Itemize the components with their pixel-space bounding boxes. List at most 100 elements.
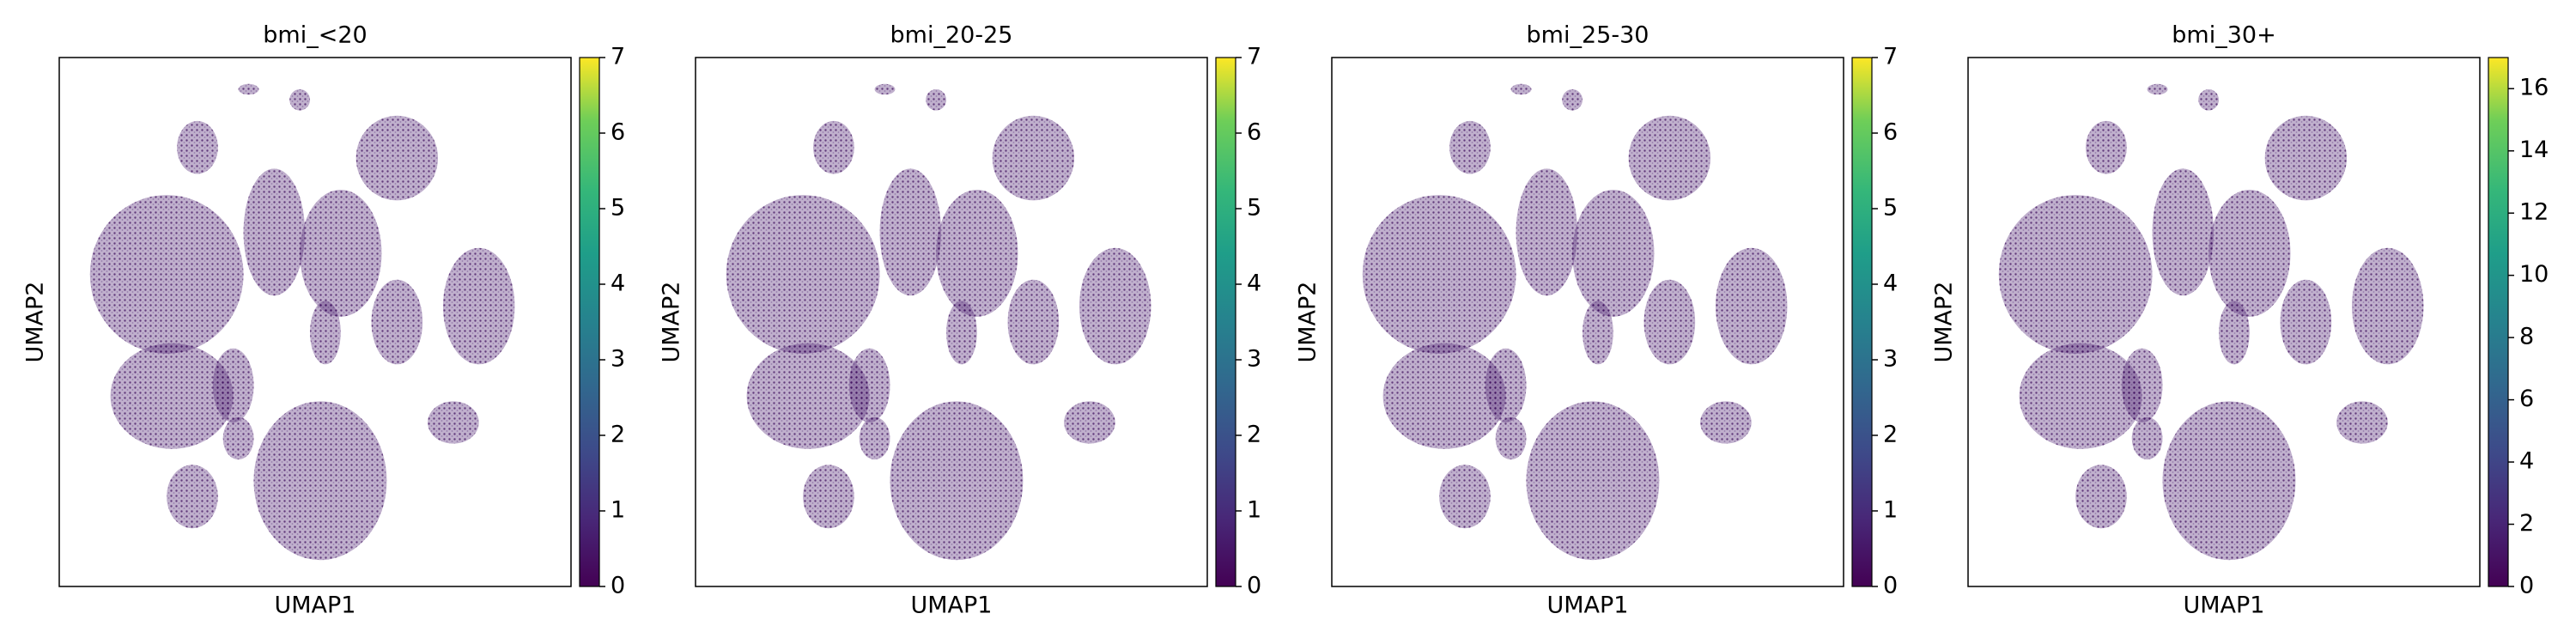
cell-cluster: [2208, 190, 2291, 317]
plot-frame: [58, 57, 572, 587]
colorbar-tick-label: 4: [611, 270, 625, 297]
cell-cluster: [803, 465, 854, 529]
cell-cluster: [1007, 279, 1060, 365]
colorbar-tick-label: 0: [611, 573, 625, 599]
colorbar-tick-label: 6: [611, 119, 625, 146]
colorbar-tick-label: 7: [1247, 44, 1261, 70]
cell-cluster: [2131, 416, 2163, 460]
cell-cluster: [2219, 301, 2250, 365]
colorbar-tick-label: 1: [1247, 497, 1261, 524]
panel: bmi_30+ UMAP1 UMAP2 0 2 4 6 8 10 12 14 16: [1931, 22, 2549, 619]
cell-cluster: [1079, 247, 1151, 365]
plot-frame: [1331, 57, 1844, 587]
cell-cluster: [177, 120, 218, 174]
colorbar-tick-label: 10: [2519, 261, 2549, 288]
colorbar-tick-label: 2: [1247, 422, 1261, 448]
cell-cluster: [167, 465, 218, 529]
colorbar-tick-label: 7: [1883, 44, 1898, 70]
colorbar-tick-label: 1: [1883, 497, 1898, 524]
cell-cluster: [2198, 88, 2220, 111]
colorbar-tick-label: 2: [1883, 422, 1898, 448]
cell-cluster: [726, 195, 880, 354]
colorbar-tick-label: 3: [611, 346, 625, 373]
colorbar-tick-label: 7: [611, 44, 625, 70]
cell-cluster: [222, 416, 254, 460]
cell-cluster: [874, 83, 896, 95]
cell-cluster: [2147, 83, 2168, 95]
y-axis-label: UMAP2: [22, 282, 49, 363]
cell-cluster: [1382, 343, 1506, 449]
cell-cluster: [355, 115, 439, 201]
colorbar-tick-label: 3: [1883, 346, 1898, 373]
colorbar-tick-label: 0: [2519, 573, 2534, 599]
panel-title: bmi_25-30: [1527, 22, 1649, 49]
colorbar-tick-label: 6: [2519, 386, 2534, 412]
y-axis-label: UMAP2: [1295, 282, 1321, 363]
cell-cluster: [2121, 348, 2163, 423]
cell-cluster: [428, 401, 479, 444]
cell-cluster: [1362, 195, 1516, 354]
panel-title: bmi_30+: [2172, 22, 2275, 49]
colorbar-tick-label: 5: [1247, 195, 1261, 222]
cell-cluster: [890, 401, 1024, 561]
colorbar-tick-label: 4: [1883, 270, 1898, 297]
colorbar-tick-label: 5: [611, 195, 625, 222]
cell-cluster: [1572, 190, 1655, 317]
x-axis-label: UMAP1: [1547, 592, 1629, 619]
panel-title: bmi_20-25: [890, 22, 1013, 49]
cell-cluster: [371, 279, 423, 365]
colorbar-tick-label: 2: [611, 422, 625, 448]
cell-cluster: [1510, 83, 1532, 95]
cell-cluster: [1449, 120, 1491, 174]
cell-cluster: [946, 301, 977, 365]
y-axis-label: UMAP2: [1931, 282, 1958, 363]
colorbar: [1851, 57, 1873, 587]
colorbar-tick-label: 8: [2519, 324, 2534, 350]
cell-cluster: [1716, 247, 1788, 365]
cell-cluster: [2086, 120, 2127, 174]
colorbar-tick-label: 0: [1883, 573, 1898, 599]
x-axis-label: UMAP1: [911, 592, 993, 619]
cell-cluster: [443, 247, 515, 365]
cell-cluster: [300, 190, 382, 317]
colorbar-tick-label: 1: [611, 497, 625, 524]
cell-cluster: [848, 348, 890, 423]
colorbar-tick-label: 6: [1883, 119, 1898, 146]
panel-title: bmi_<20: [263, 22, 367, 49]
colorbar-tick-label: 6: [1247, 119, 1261, 146]
colorbar-tick-label: 12: [2519, 199, 2549, 226]
cell-cluster: [243, 168, 306, 296]
cell-cluster: [1998, 195, 2153, 354]
panel: bmi_25-30 UMAP1 UMAP2 0 1 2 3 4 5 6 7: [1295, 22, 1899, 619]
cell-cluster: [1439, 465, 1491, 529]
colorbar-tick-label: 0: [1247, 573, 1261, 599]
cell-cluster: [2152, 168, 2215, 296]
cell-cluster: [2336, 401, 2388, 444]
colorbar: [579, 57, 600, 587]
colorbar-tick-label: 5: [1883, 195, 1898, 222]
y-axis-label: UMAP2: [659, 282, 685, 363]
cell-cluster: [2352, 247, 2424, 365]
cell-cluster: [1064, 401, 1115, 444]
panel: bmi_<20 UMAP1 UMAP2 0 1 2 3 4 5 6 7: [22, 22, 626, 619]
cell-cluster: [1583, 301, 1613, 365]
cell-cluster: [1562, 88, 1583, 111]
cell-cluster: [289, 88, 311, 111]
cell-cluster: [1526, 401, 1660, 561]
cell-cluster: [1485, 348, 1527, 423]
colorbar-tick-label: 4: [2519, 448, 2534, 475]
x-axis-label: UMAP1: [2184, 592, 2265, 619]
cell-cluster: [310, 301, 341, 365]
cell-cluster: [859, 416, 890, 460]
colorbar-tick-label: 14: [2519, 137, 2549, 163]
cell-cluster: [926, 88, 947, 111]
cell-cluster: [1628, 115, 1711, 201]
cell-cluster: [1495, 416, 1527, 460]
panel: bmi_20-25 UMAP1 UMAP2 0 1 2 3 4 5 6 7: [659, 22, 1262, 619]
plot-frame: [695, 57, 1208, 587]
plot-frame: [1967, 57, 2481, 587]
cell-cluster: [2019, 343, 2142, 449]
cell-cluster: [2075, 465, 2127, 529]
cell-cluster: [1643, 279, 1696, 365]
